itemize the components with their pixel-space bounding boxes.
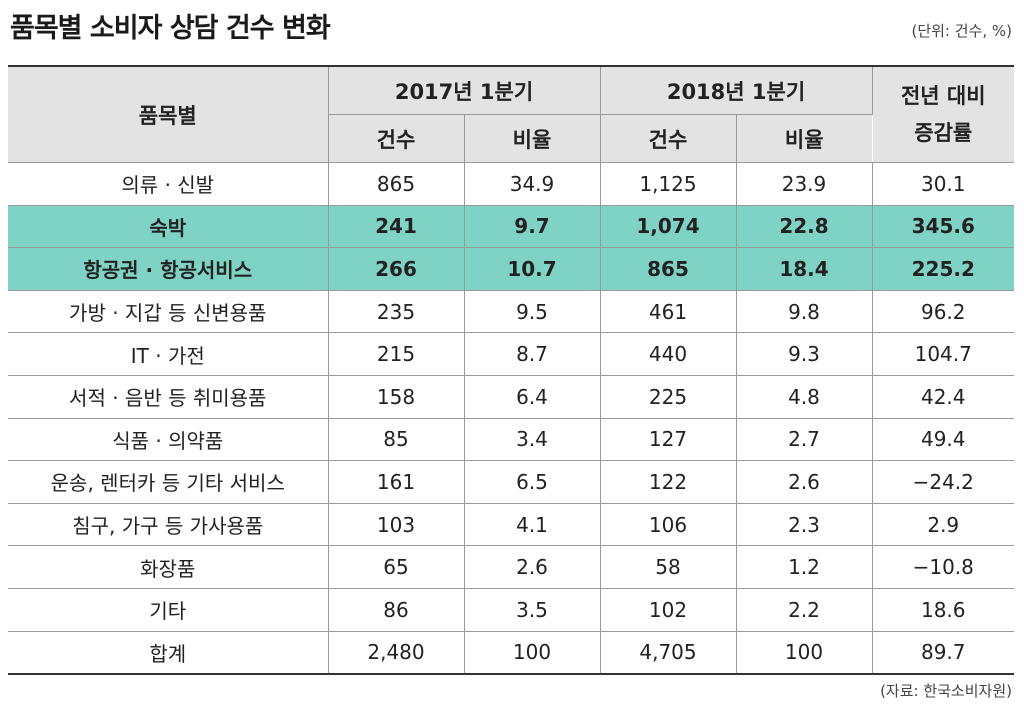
header-period-2017: 2017년 1분기 [328,65,601,115]
count-2018-cell: 122 [600,460,737,504]
item-cell: 합계 [8,631,329,675]
table-row: 운송, 렌터카 등 기타 서비스 161 6.5 122 2.6 −24.2 [8,460,1014,504]
table-row: 서적 · 음반 등 취미용품 158 6.4 225 4.8 42.4 [8,375,1014,419]
item-cell: 가방 · 지갑 등 신변용품 [8,290,329,334]
header-ratio-2017: 비율 [464,114,601,163]
header-period-2018: 2018년 1분기 [600,65,873,115]
ratio-2018-cell: 18.4 [736,247,873,291]
change-rate-cell: 96.2 [872,290,1014,334]
change-rate-cell: 104.7 [872,332,1014,376]
consultation-table: 품목별 2017년 1분기 2018년 1분기 전년 대비 증감률 건수 비율 … [8,65,1014,675]
change-rate-cell: 89.7 [872,631,1014,675]
count-2018-cell: 1,074 [600,205,737,249]
item-cell: 항공권 · 항공서비스 [8,247,329,291]
ratio-2017-cell: 10.7 [464,247,601,291]
count-2017-cell: 215 [328,332,465,376]
ratio-2018-cell: 2.3 [736,503,873,547]
change-rate-cell: 225.2 [872,247,1014,291]
count-2017-cell: 2,480 [328,631,465,675]
ratio-2017-cell: 6.5 [464,460,601,504]
table-body: 의류 · 신발 865 34.9 1,125 23.9 30.1 숙박 241 9.7 1,074… [8,162,1014,675]
ratio-2017-cell: 8.7 [464,332,601,376]
unit-note: (단위: 건수, %) [911,22,1012,40]
count-2017-cell: 103 [328,503,465,547]
header-item: 품목별 [8,65,329,163]
table-row: 화장품 65 2.6 58 1.2 −10.8 [8,545,1014,589]
item-cell: 침구, 가구 등 가사용품 [8,503,329,547]
count-2018-cell: 127 [600,418,737,462]
change-rate-cell: −24.2 [872,460,1014,504]
table-row: 침구, 가구 등 가사용품 103 4.1 106 2.3 2.9 [8,503,1014,547]
count-2017-cell: 65 [328,545,465,589]
count-2017-cell: 158 [328,375,465,419]
count-2017-cell: 85 [328,418,465,462]
item-cell: IT · 가전 [8,332,329,376]
change-rate-cell: 345.6 [872,205,1014,249]
count-2018-cell: 106 [600,503,737,547]
table-row: 가방 · 지갑 등 신변용품 235 9.5 461 9.8 96.2 [8,290,1014,334]
change-rate-cell: 30.1 [872,162,1014,206]
ratio-2017-cell: 100 [464,631,601,675]
ratio-2017-cell: 9.7 [464,205,601,249]
change-rate-cell: 18.6 [872,588,1014,632]
header-count-2017: 건수 [328,114,465,163]
ratio-2017-cell: 3.5 [464,588,601,632]
item-cell: 운송, 렌터카 등 기타 서비스 [8,460,329,504]
table-row: 의류 · 신발 865 34.9 1,125 23.9 30.1 [8,162,1014,206]
source-note: (자료: 한국소비자원) [880,682,1012,700]
ratio-2018-cell: 1.2 [736,545,873,589]
count-2017-cell: 266 [328,247,465,291]
change-rate-cell: 42.4 [872,375,1014,419]
header-count-2018: 건수 [600,114,737,163]
count-2017-cell: 86 [328,588,465,632]
ratio-2017-cell: 34.9 [464,162,601,206]
item-cell: 서적 · 음반 등 취미용품 [8,375,329,419]
ratio-2017-cell: 6.4 [464,375,601,419]
header-ratio-2018: 비율 [736,114,872,163]
ratio-2017-cell: 4.1 [464,503,601,547]
item-cell: 화장품 [8,545,329,589]
count-2018-cell: 1,125 [600,162,737,206]
item-cell: 숙박 [8,205,329,249]
count-2018-cell: 225 [600,375,737,419]
count-2017-cell: 241 [328,205,465,249]
count-2018-cell: 58 [600,545,737,589]
page-title: 품목별 소비자 상담 건수 변화 [10,13,331,44]
ratio-2018-cell: 9.8 [736,290,873,334]
ratio-2017-cell: 2.6 [464,545,601,589]
table-row: 합계 2,480 100 4,705 100 89.7 [8,631,1014,675]
ratio-2018-cell: 22.8 [736,205,873,249]
item-cell: 식품 · 의약품 [8,418,329,462]
ratio-2017-cell: 3.4 [464,418,601,462]
item-cell: 의류 · 신발 [8,162,329,206]
table-row: 식품 · 의약품 85 3.4 127 2.7 49.4 [8,418,1014,462]
ratio-2018-cell: 4.8 [736,375,873,419]
count-2018-cell: 461 [600,290,737,334]
count-2018-cell: 4,705 [600,631,737,675]
change-rate-cell: 49.4 [872,418,1014,462]
count-2018-cell: 102 [600,588,737,632]
ratio-2018-cell: 2.7 [736,418,873,462]
ratio-2018-cell: 9.3 [736,332,873,376]
table-row: 기타 86 3.5 102 2.2 18.6 [8,588,1014,632]
ratio-2018-cell: 2.2 [736,588,873,632]
table-row: 항공권 · 항공서비스 266 10.7 865 18.4 225.2 [8,247,1014,291]
header-change-rate: 전년 대비 증감률 [872,65,1014,163]
count-2018-cell: 440 [600,332,737,376]
table-row: IT · 가전 215 8.7 440 9.3 104.7 [8,332,1014,376]
table-row: 숙박 241 9.7 1,074 22.8 345.6 [8,205,1014,249]
change-rate-cell: −10.8 [872,545,1014,589]
ratio-2017-cell: 9.5 [464,290,601,334]
ratio-2018-cell: 23.9 [736,162,873,206]
count-2017-cell: 235 [328,290,465,334]
count-2017-cell: 161 [328,460,465,504]
item-cell: 기타 [8,588,329,632]
count-2018-cell: 865 [600,247,737,291]
ratio-2018-cell: 2.6 [736,460,873,504]
count-2017-cell: 865 [328,162,465,206]
ratio-2018-cell: 100 [736,631,873,675]
change-rate-cell: 2.9 [872,503,1014,547]
